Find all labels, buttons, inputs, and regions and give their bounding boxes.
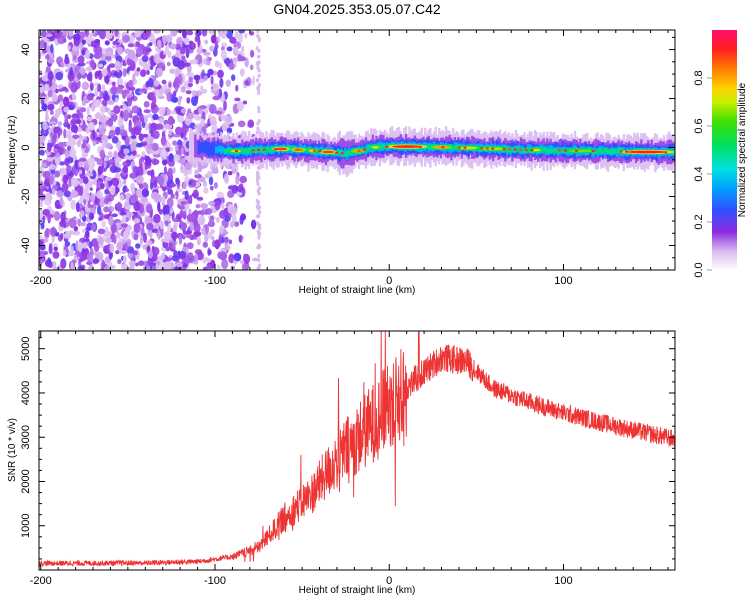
snr-series-line xyxy=(39,331,675,568)
x-tick-label: 100 xyxy=(554,575,572,587)
x-tick-label: 100 xyxy=(554,275,572,287)
snr-panel: -200 -100 0 100 1000 2000 3000 4000 5000 Height… xyxy=(7,330,676,596)
colorbar-tick-label: 0.0 xyxy=(693,262,705,277)
snr-y-axis-label: SNR (10 * v/v) xyxy=(7,418,18,482)
spectrogram-frame xyxy=(38,29,676,271)
y-tick-label: 4000 xyxy=(20,381,32,405)
spectrogram-x-ticks: -200 -100 0 100 xyxy=(30,30,669,287)
x-tick-label: -200 xyxy=(30,575,52,587)
y-tick-label: 3000 xyxy=(20,425,32,449)
y-tick-label: 20 xyxy=(20,92,32,104)
spectrogram-y-axis-label: Frequency (Hz) xyxy=(7,116,18,185)
snr-x-ticks: -200 -100 0 100 xyxy=(30,331,669,587)
colorbar: 0.0 0.2 0.4 0.6 0.8 Normalized spectral ampl… xyxy=(693,30,748,278)
noise-speckle xyxy=(39,30,262,270)
x-tick-label: 0 xyxy=(386,275,392,287)
colorbar-label: Normalized spectral amplitude xyxy=(737,82,748,217)
colorbar-tick-label: 0.4 xyxy=(693,166,705,181)
colorbar-gradient xyxy=(712,30,737,270)
y-tick-label: 2000 xyxy=(20,469,32,493)
spectrogram-y-ticks: -40 -20 0 20 40 xyxy=(20,36,675,271)
colorbar-ticks: 0.0 0.2 0.4 0.6 0.8 xyxy=(693,70,712,278)
ridge-peaks xyxy=(228,144,675,155)
colorbar-tick-label: 0.2 xyxy=(693,214,705,229)
y-tick-label: 0 xyxy=(20,144,32,150)
y-tick-label: 1000 xyxy=(20,513,32,537)
x-tick-label: -200 xyxy=(30,275,52,287)
y-tick-label: -20 xyxy=(20,189,32,205)
x-tick-label: -100 xyxy=(204,575,226,587)
y-tick-label: 5000 xyxy=(20,336,32,360)
y-tick-label: 40 xyxy=(20,43,32,55)
snr-content xyxy=(39,331,675,568)
colorbar-tick-label: 0.8 xyxy=(693,70,705,85)
spectrogram-content xyxy=(39,30,675,270)
figure-title: GN04.2025.353.05.07.C42 xyxy=(273,1,441,17)
signal-ridge xyxy=(188,126,675,177)
snr-plot-area xyxy=(39,331,675,570)
spectrogram-x-axis-label: Height of straight line (km) xyxy=(299,285,416,296)
snr-x-axis-label: Height of straight line (km) xyxy=(299,585,416,596)
x-tick-label: 0 xyxy=(386,575,392,587)
colorbar-tick-label: 0.6 xyxy=(693,118,705,133)
snr-y-ticks: 1000 2000 3000 4000 5000 xyxy=(20,336,675,560)
x-tick-label: -100 xyxy=(204,275,226,287)
snr-frame xyxy=(38,330,676,571)
y-tick-label: -40 xyxy=(20,238,32,254)
